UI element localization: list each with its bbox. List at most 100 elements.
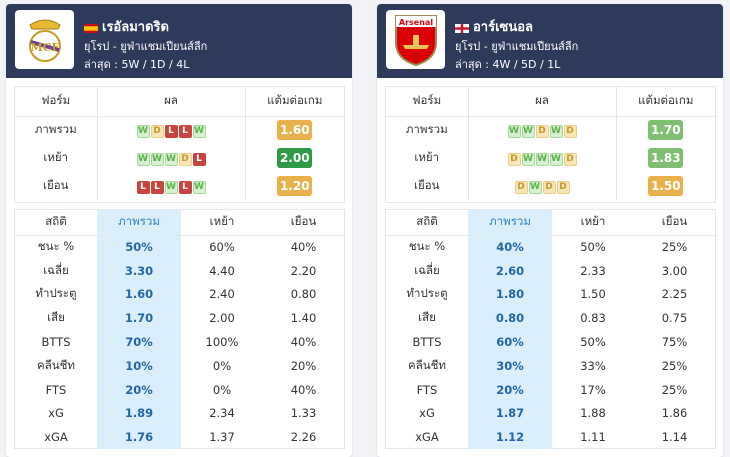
stat-away: 1.40: [290, 311, 317, 326]
stat-home: 0%: [212, 358, 232, 373]
away-col-header[interactable]: เยือน: [634, 210, 715, 236]
team-name[interactable]: อาร์เซนอล: [455, 16, 533, 37]
form-row: ภาพรวม W W D W D 1.70: [386, 116, 715, 144]
stat-label: ทำประตู: [406, 286, 448, 301]
ppg-col-header: แต้มต่อเกม: [616, 87, 715, 117]
result-chip[interactable]: W: [507, 125, 521, 139]
stat-away: 25%: [661, 358, 688, 373]
stat-label: FTS: [45, 382, 67, 397]
stat-home: 60%: [209, 240, 235, 255]
stat-away: 40%: [290, 240, 317, 255]
result-chip[interactable]: D: [563, 153, 577, 166]
stat-away: 1.14: [661, 430, 688, 445]
result-chip[interactable]: W: [521, 153, 535, 166]
team-card-home: MCF เรอัลมาดริด ยุโรป - ยูฟ่าแชมเปียนส์ล…: [6, 4, 352, 457]
result-chip[interactable]: W: [192, 181, 206, 194]
home-col-header[interactable]: เหย้า: [552, 210, 634, 236]
result-chip[interactable]: W: [136, 125, 150, 139]
ppg-badge: 1.70: [648, 120, 684, 141]
stat-label: เฉลี่ย: [43, 262, 69, 277]
form-table: ฟอร์ม ผล แต้มต่อเกม ภาพรวม W D L L W 1.60 เหย้า…: [14, 86, 345, 203]
stat-row: คลีนชีท 10% 0% 20%: [15, 353, 344, 378]
stat-home: 1.88: [580, 406, 606, 421]
stat-label: xGA: [44, 430, 68, 445]
stat-home: 1.50: [580, 287, 606, 302]
svg-text:Arsenal: Arsenal: [398, 18, 432, 27]
team-header: Arsenal อาร์เซนอล ยุโรป - ยูฟ่าแชมเปียนส…: [377, 4, 723, 78]
result-chip[interactable]: L: [178, 125, 192, 139]
team-name-text: เรอัลมาดริด: [102, 20, 169, 35]
stat-away: 0.80: [290, 287, 317, 302]
result-chip[interactable]: L: [178, 181, 192, 194]
result-col-header: ผล: [97, 87, 246, 117]
stat-home: 2.34: [209, 406, 235, 421]
result-chip[interactable]: L: [192, 153, 206, 166]
real-madrid-crest-icon[interactable]: MCF: [15, 10, 74, 69]
result-chip[interactable]: D: [178, 153, 192, 166]
stat-overall: 1.12: [468, 425, 552, 450]
stat-row: xGA 1.12 1.11 1.14: [386, 425, 715, 450]
result-chip[interactable]: D: [535, 125, 549, 139]
stats-rows: ชนะ % 50% 60% 40% เฉลี่ย 3.30 4.40 2.20 ทำประตู 1…: [15, 235, 344, 450]
arsenal-crest-icon[interactable]: Arsenal: [386, 10, 445, 69]
result-chip[interactable]: W: [521, 125, 535, 139]
stat-row: เสีย 1.70 2.00 1.40: [15, 306, 344, 331]
stat-overall: 40%: [468, 235, 552, 259]
stat-home: 2.33: [580, 263, 606, 278]
away-col-header[interactable]: เยือน: [263, 210, 344, 236]
stat-label: BTTS: [41, 335, 71, 350]
stat-home: 50%: [580, 335, 606, 350]
overall-col-header[interactable]: ภาพรวม: [468, 210, 552, 236]
result-chip[interactable]: W: [164, 181, 178, 194]
form-row-label: เหย้า: [15, 144, 98, 172]
result-chip[interactable]: W: [150, 153, 164, 166]
result-chip[interactable]: W: [192, 125, 206, 139]
result-chip[interactable]: W: [164, 153, 178, 166]
england-flag-icon: [455, 22, 469, 33]
result-chip[interactable]: L: [136, 181, 150, 194]
ppg-cell: 1.50: [616, 172, 715, 200]
stat-overall: 20%: [97, 377, 181, 402]
result-chip[interactable]: D: [542, 181, 556, 194]
ppg-badge: 2.00: [277, 148, 313, 168]
ppg-cell: 1.70: [616, 116, 715, 144]
stat-away: 2.20: [290, 263, 317, 278]
stat-label: ชนะ %: [408, 239, 446, 254]
form-table: ฟอร์ม ผล แต้มต่อเกม ภาพรวม W W D W D 1.70 เหย้า…: [385, 86, 716, 203]
stat-label: ทำประตู: [35, 286, 77, 301]
stat-col-header: สถิติ: [386, 210, 468, 236]
form-header-row: ฟอร์ม ผล แต้มต่อเกม: [15, 87, 344, 117]
stat-label: คลีนชีท: [408, 357, 446, 372]
result-chip[interactable]: D: [556, 181, 570, 194]
stat-row: xG 1.89 2.34 1.33: [15, 401, 344, 426]
stat-overall: 1.87: [468, 401, 552, 426]
result-chip[interactable]: W: [549, 153, 563, 166]
result-chip[interactable]: W: [535, 153, 549, 166]
stats-header-row: สถิติ ภาพรวม เหย้า เยือน: [386, 210, 715, 236]
result-chip[interactable]: L: [150, 181, 164, 194]
stat-home: 17%: [580, 382, 606, 397]
stat-label: FTS: [416, 382, 438, 397]
result-chip[interactable]: W: [549, 125, 563, 139]
home-col-header[interactable]: เหย้า: [181, 210, 263, 236]
form-row: เหย้า W W W D L 2.00: [15, 144, 344, 172]
team-name[interactable]: เรอัลมาดริด: [84, 16, 169, 37]
result-chip[interactable]: D: [563, 125, 577, 139]
form-row-label: ภาพรวม: [15, 116, 98, 144]
result-chip[interactable]: D: [514, 181, 528, 194]
result-chip[interactable]: L: [164, 125, 178, 139]
stats-header-row: สถิติ ภาพรวม เหย้า เยือน: [15, 210, 344, 236]
result-chip[interactable]: W: [528, 181, 542, 194]
stat-overall: 30%: [468, 353, 552, 378]
overall-col-header[interactable]: ภาพรวม: [97, 210, 181, 236]
result-chip[interactable]: W: [136, 153, 150, 166]
stat-label: ชนะ %: [37, 239, 75, 254]
result-chip[interactable]: D: [150, 125, 164, 139]
result-chip[interactable]: D: [507, 153, 521, 166]
form-col-header: ฟอร์ม: [386, 87, 469, 117]
stat-row: เฉลี่ย 3.30 4.40 2.20: [15, 258, 344, 283]
